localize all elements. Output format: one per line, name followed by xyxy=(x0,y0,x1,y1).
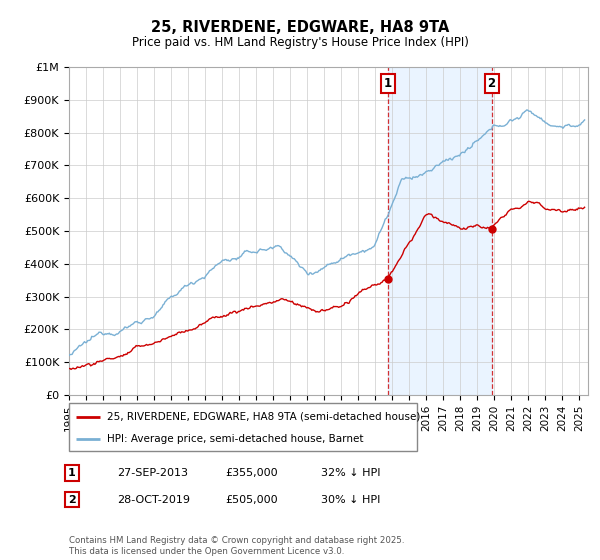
FancyBboxPatch shape xyxy=(69,403,417,451)
Text: £505,000: £505,000 xyxy=(225,494,278,505)
Text: 2: 2 xyxy=(487,77,496,90)
Text: 28-OCT-2019: 28-OCT-2019 xyxy=(117,494,190,505)
Text: Contains HM Land Registry data © Crown copyright and database right 2025.
This d: Contains HM Land Registry data © Crown c… xyxy=(69,536,404,556)
Text: £355,000: £355,000 xyxy=(225,468,278,478)
Text: HPI: Average price, semi-detached house, Barnet: HPI: Average price, semi-detached house,… xyxy=(107,434,364,444)
Text: 30% ↓ HPI: 30% ↓ HPI xyxy=(321,494,380,505)
Text: 2: 2 xyxy=(68,494,76,505)
Text: 25, RIVERDENE, EDGWARE, HA8 9TA (semi-detached house): 25, RIVERDENE, EDGWARE, HA8 9TA (semi-de… xyxy=(107,412,421,422)
Text: 32% ↓ HPI: 32% ↓ HPI xyxy=(321,468,380,478)
Text: 1: 1 xyxy=(68,468,76,478)
Text: Price paid vs. HM Land Registry's House Price Index (HPI): Price paid vs. HM Land Registry's House … xyxy=(131,36,469,49)
Text: 1: 1 xyxy=(384,77,392,90)
Text: 25, RIVERDENE, EDGWARE, HA8 9TA: 25, RIVERDENE, EDGWARE, HA8 9TA xyxy=(151,20,449,35)
Bar xyxy=(388,67,491,395)
Text: 27-SEP-2013: 27-SEP-2013 xyxy=(117,468,188,478)
